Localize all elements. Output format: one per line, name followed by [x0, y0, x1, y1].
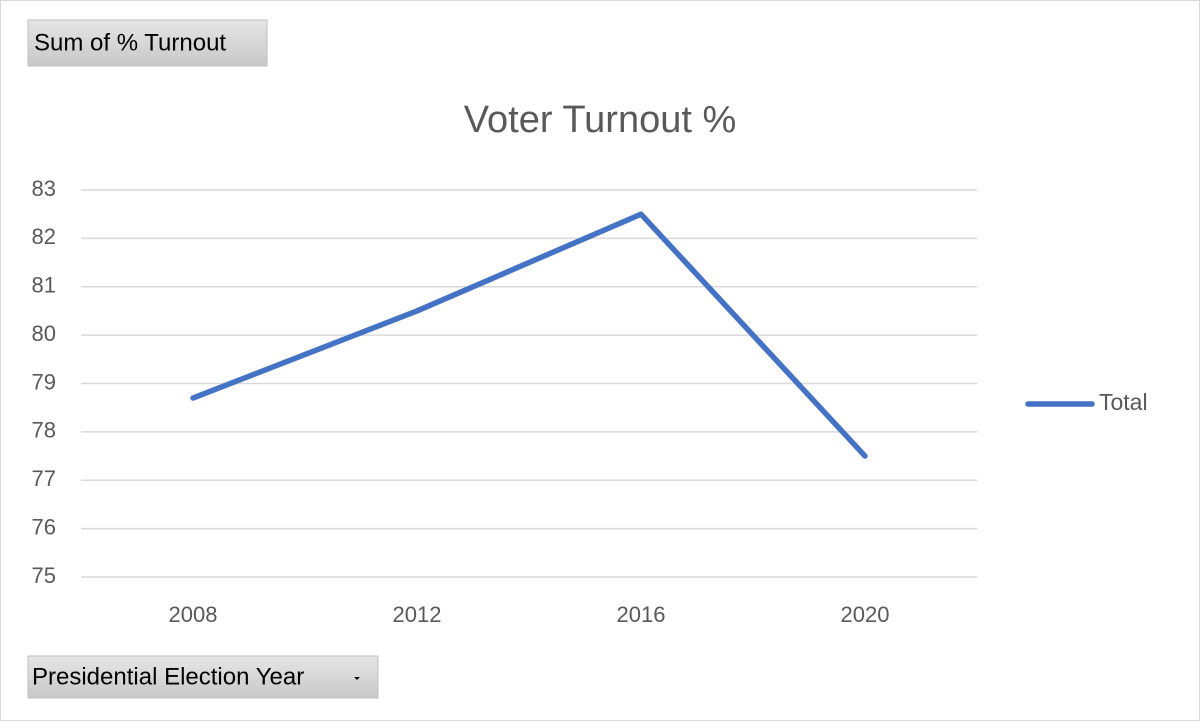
x-tick-label: 2016	[617, 602, 666, 627]
y-tick-label: 80	[32, 321, 56, 346]
button-bg[interactable]	[27, 19, 268, 67]
chart-title: Voter Turnout %	[464, 99, 737, 141]
y-tick-label: 76	[32, 514, 56, 539]
x-tick-label: 2012	[393, 602, 442, 627]
axis-field-button[interactable]: Presidential Election Year	[27, 655, 379, 699]
legend-label: Total	[1099, 389, 1148, 415]
y-tick-label: 77	[32, 466, 56, 491]
button-label[interactable]: Presidential Election Year	[32, 663, 304, 690]
y-tick-label: 79	[32, 369, 56, 394]
y-tick-label: 82	[32, 224, 56, 249]
x-tick-label: 2008	[169, 602, 218, 627]
dropdown-arrow[interactable]	[354, 677, 360, 680]
line-series	[190, 211, 868, 459]
y-tick-label: 78	[32, 418, 56, 443]
value-field-button[interactable]: Sum of % Turnout	[27, 19, 268, 67]
y-tick-label: 83	[32, 176, 56, 201]
button-label[interactable]: Sum of % Turnout	[34, 29, 226, 56]
y-tick-label: 81	[32, 273, 56, 298]
y-tick-label: 75	[32, 563, 56, 588]
button-bg[interactable]	[27, 655, 379, 699]
x-tick-label: 2020	[841, 602, 890, 627]
